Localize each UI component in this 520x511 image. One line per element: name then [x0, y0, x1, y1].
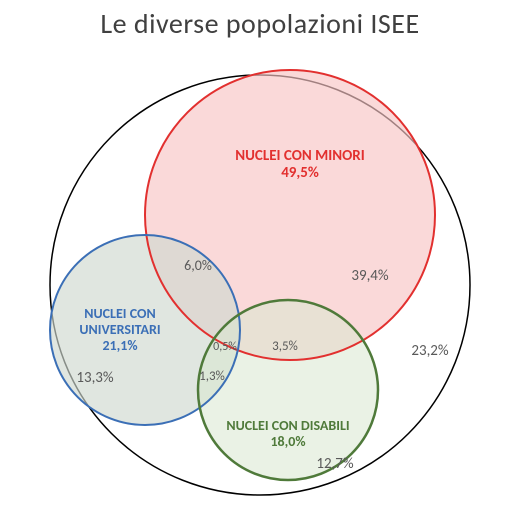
region-value-all_three: 0,5%: [213, 340, 237, 354]
venn-diagram: 39,4% 13,3% 12,7% 6,0% 3,5% 1,3% 0,5% 23,2% NUCL…: [0, 50, 520, 511]
region-value-disabili_only: 12,7%: [316, 455, 354, 473]
set-label-minori: NUCLEI CON MINORI: [235, 147, 365, 165]
set-label-disabili: NUCLEI CON DISABILI: [226, 417, 349, 434]
region-value-min_dis: 3,5%: [272, 339, 298, 354]
set-label-universitari: NUCLEI CON: [84, 305, 155, 322]
set-total-minori: 49,5%: [281, 164, 319, 182]
region-value-minori_only: 39,4%: [351, 267, 389, 285]
set-total-disabili: 18,0%: [270, 433, 305, 450]
set-label-universitari-line2: UNIVERSITARI: [79, 321, 160, 338]
region-value-min_univ: 6,0%: [184, 257, 212, 274]
chart-title: Le diverse popolazioni ISEE: [0, 6, 520, 41]
region-value-outside: 23,2%: [411, 342, 449, 360]
set-total-universitari: 21,1%: [102, 337, 137, 354]
region-value-univ_dis: 1,3%: [199, 369, 225, 384]
region-value-universitari_only: 13,3%: [76, 369, 114, 387]
